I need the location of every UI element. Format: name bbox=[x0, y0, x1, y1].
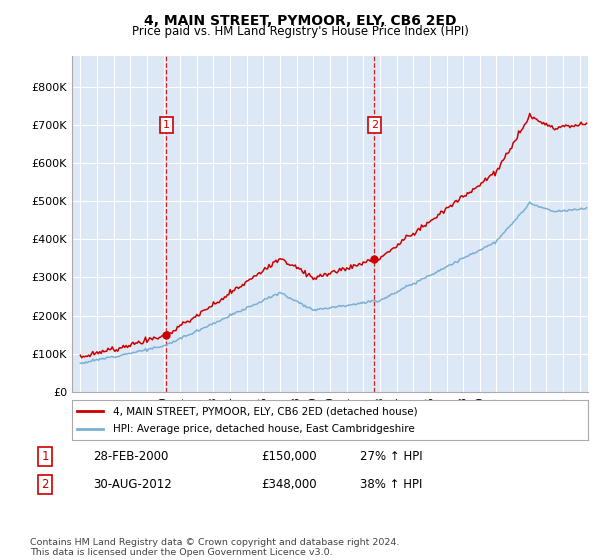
Text: 1: 1 bbox=[41, 450, 49, 463]
Text: 2: 2 bbox=[371, 120, 378, 130]
Text: Contains HM Land Registry data © Crown copyright and database right 2024.
This d: Contains HM Land Registry data © Crown c… bbox=[30, 538, 400, 557]
Text: 28-FEB-2000: 28-FEB-2000 bbox=[93, 450, 169, 463]
Text: 4, MAIN STREET, PYMOOR, ELY, CB6 2ED (detached house): 4, MAIN STREET, PYMOOR, ELY, CB6 2ED (de… bbox=[113, 407, 418, 417]
Text: £348,000: £348,000 bbox=[261, 478, 317, 491]
Text: 1: 1 bbox=[163, 120, 170, 130]
Text: 4, MAIN STREET, PYMOOR, ELY, CB6 2ED: 4, MAIN STREET, PYMOOR, ELY, CB6 2ED bbox=[144, 14, 456, 28]
Text: 2: 2 bbox=[41, 478, 49, 491]
Text: HPI: Average price, detached house, East Cambridgeshire: HPI: Average price, detached house, East… bbox=[113, 423, 415, 433]
Text: £150,000: £150,000 bbox=[261, 450, 317, 463]
Text: 30-AUG-2012: 30-AUG-2012 bbox=[93, 478, 172, 491]
Text: Price paid vs. HM Land Registry's House Price Index (HPI): Price paid vs. HM Land Registry's House … bbox=[131, 25, 469, 38]
Text: 27% ↑ HPI: 27% ↑ HPI bbox=[360, 450, 422, 463]
Text: 38% ↑ HPI: 38% ↑ HPI bbox=[360, 478, 422, 491]
